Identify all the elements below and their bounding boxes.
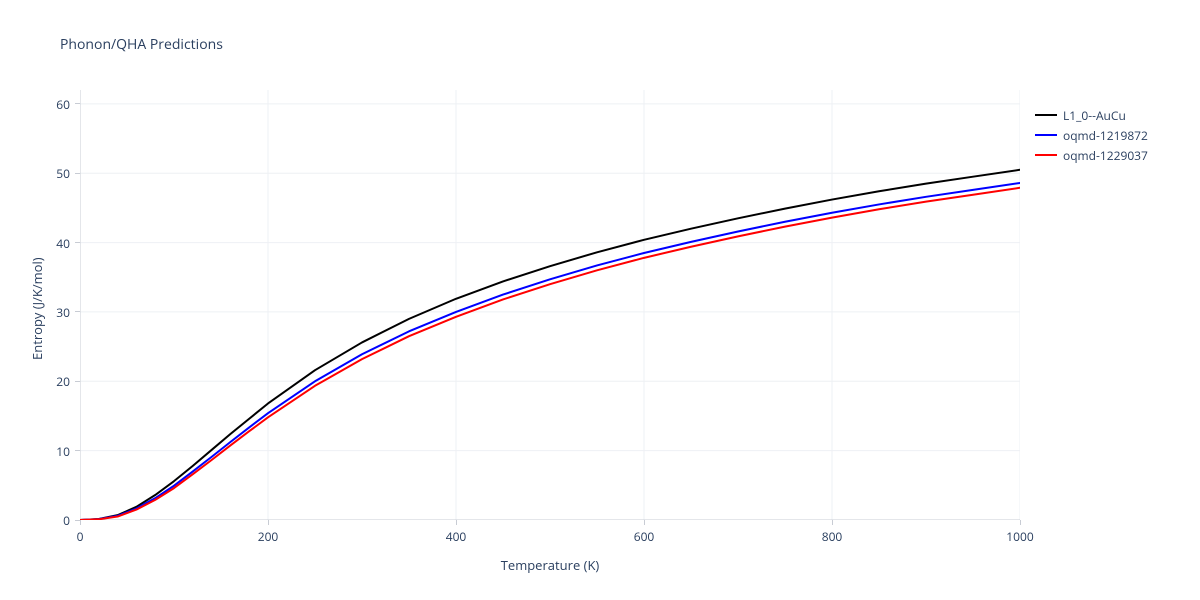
y-tick-label: 0 <box>63 512 70 529</box>
series-line[interactable] <box>80 188 1020 520</box>
y-tick-label: 60 <box>56 96 70 113</box>
legend-item[interactable]: oqmd-1219872 <box>1035 125 1148 145</box>
y-tick-label: 10 <box>56 443 70 460</box>
legend-label: oqmd-1229037 <box>1063 147 1148 164</box>
x-tick-label: 600 <box>624 528 664 545</box>
x-tick-label: 0 <box>60 528 100 545</box>
y-tick <box>75 520 80 521</box>
y-tick <box>75 381 80 382</box>
y-tick-label: 50 <box>56 165 70 182</box>
legend-swatch <box>1035 114 1057 116</box>
y-tick <box>75 311 80 312</box>
legend-item[interactable]: L1_0--AuCu <box>1035 105 1148 125</box>
y-tick-label: 20 <box>56 373 70 390</box>
y-tick <box>75 450 80 451</box>
x-tick-label: 1000 <box>1000 528 1040 545</box>
legend: L1_0--AuCu oqmd-1219872 oqmd-1229037 <box>1035 105 1148 165</box>
legend-swatch <box>1035 154 1057 156</box>
chart-container: { "chart": { "type": "line", "title": "P… <box>0 0 1200 600</box>
x-tick <box>268 520 269 525</box>
legend-swatch <box>1035 134 1057 136</box>
legend-label: oqmd-1219872 <box>1063 127 1148 144</box>
x-tick-label: 200 <box>248 528 288 545</box>
x-tick <box>456 520 457 525</box>
x-tick-label: 800 <box>812 528 852 545</box>
legend-label: L1_0--AuCu <box>1063 107 1126 124</box>
y-tick <box>75 103 80 104</box>
y-tick <box>75 173 80 174</box>
series-line[interactable] <box>80 183 1020 520</box>
x-axis-label: Temperature (K) <box>80 556 1020 574</box>
y-tick <box>75 242 80 243</box>
x-tick <box>1020 520 1021 525</box>
chart-title: Phonon/QHA Predictions <box>60 35 223 54</box>
y-axis-label: Entropy (J/K/mol) <box>28 257 46 360</box>
plot-svg <box>80 90 1020 520</box>
series-line[interactable] <box>80 170 1020 520</box>
y-tick-label: 30 <box>56 304 70 321</box>
y-tick-label: 40 <box>56 235 70 252</box>
x-tick <box>644 520 645 525</box>
legend-item[interactable]: oqmd-1229037 <box>1035 145 1148 165</box>
x-tick <box>80 520 81 525</box>
x-tick-label: 400 <box>436 528 476 545</box>
x-tick <box>832 520 833 525</box>
